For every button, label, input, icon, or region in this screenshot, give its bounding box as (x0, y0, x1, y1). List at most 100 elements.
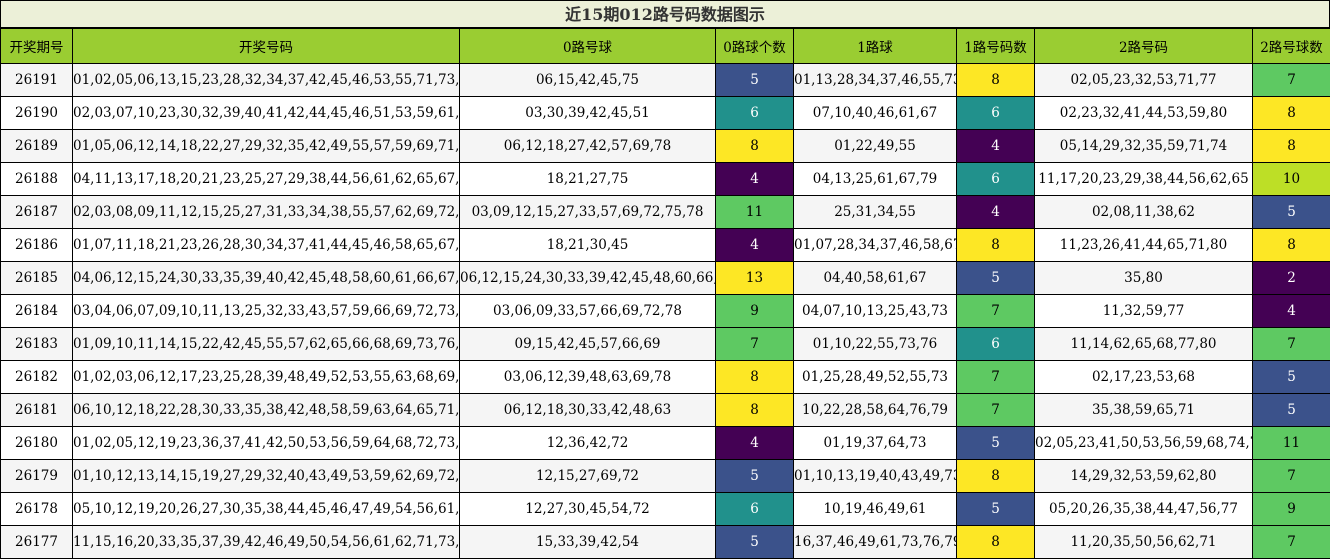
route1-count-cell: 7 (957, 295, 1035, 328)
route0-numbers-cell: 12,36,42,72 (460, 427, 716, 460)
route2-count-cell: 9 (1253, 493, 1330, 526)
route1-numbers-cell: 01,22,49,55 (794, 130, 957, 163)
issue-cell: 26182 (1, 361, 73, 394)
route0-numbers-cell: 03,09,12,15,27,33,57,69,72,75,78 (460, 196, 716, 229)
route1-numbers-cell: 16,37,46,49,61,73,76,79 (794, 526, 957, 559)
route1-numbers-cell: 01,10,13,19,40,43,49,73 (794, 460, 957, 493)
header-cell: 2路号球数 (1253, 29, 1330, 64)
draw-numbers-cell: 01,09,10,11,14,15,22,42,45,55,57,62,65,6… (73, 328, 460, 361)
route2-numbers-cell: 11,32,59,77 (1035, 295, 1253, 328)
draw-numbers-cell: 04,11,13,17,18,20,21,23,25,27,29,38,44,5… (73, 163, 460, 196)
route1-count-cell: 8 (957, 64, 1035, 97)
draw-numbers-cell: 01,02,03,06,12,17,23,25,28,39,48,49,52,5… (73, 361, 460, 394)
route1-numbers-cell: 01,10,22,55,73,76 (794, 328, 957, 361)
route0-count-cell: 4 (716, 229, 794, 262)
header-row: 开奖期号 开奖号码 0路号球 0路球个数 1路球 1路号码数 2路号码 2路号球… (1, 29, 1330, 64)
issue-cell: 26186 (1, 229, 73, 262)
draw-numbers-cell: 05,10,12,19,20,26,27,30,35,38,44,45,46,4… (73, 493, 460, 526)
route0-count-cell: 4 (716, 427, 794, 460)
issue-cell: 26185 (1, 262, 73, 295)
route1-numbers-cell: 07,10,40,46,61,67 (794, 97, 957, 130)
route0-numbers-cell: 18,21,27,75 (460, 163, 716, 196)
header-cell: 开奖期号 (1, 29, 73, 64)
route1-numbers-cell: 25,31,34,55 (794, 196, 957, 229)
route1-count-cell: 5 (957, 427, 1035, 460)
route1-numbers-cell: 04,07,10,13,25,43,73 (794, 295, 957, 328)
route2-count-cell: 5 (1253, 196, 1330, 229)
route1-numbers-cell: 04,40,58,61,67 (794, 262, 957, 295)
route2-numbers-cell: 11,17,20,23,29,38,44,56,62,65 (1035, 163, 1253, 196)
header-cell: 1路球 (794, 29, 957, 64)
issue-cell: 26184 (1, 295, 73, 328)
issue-cell: 26190 (1, 97, 73, 130)
route1-count-cell: 6 (957, 97, 1035, 130)
route0-numbers-cell: 15,33,39,42,54 (460, 526, 716, 559)
issue-cell: 26178 (1, 493, 73, 526)
header-cell: 2路号码 (1035, 29, 1253, 64)
route1-numbers-cell: 04,13,25,61,67,79 (794, 163, 957, 196)
route2-numbers-cell: 02,23,32,41,44,53,59,80 (1035, 97, 1253, 130)
route1-numbers-cell: 01,19,37,64,73 (794, 427, 957, 460)
route2-count-cell: 10 (1253, 163, 1330, 196)
route2-numbers-cell: 11,23,26,41,44,65,71,80 (1035, 229, 1253, 262)
route2-numbers-cell: 02,17,23,53,68 (1035, 361, 1253, 394)
route2-numbers-cell: 11,14,62,65,68,77,80 (1035, 328, 1253, 361)
draw-numbers-cell: 01,02,05,06,13,15,23,28,32,34,37,42,45,4… (73, 64, 460, 97)
route0-numbers-cell: 06,12,18,27,42,57,69,78 (460, 130, 716, 163)
draw-numbers-cell: 01,07,11,18,21,23,26,28,30,34,37,41,44,4… (73, 229, 460, 262)
issue-cell: 26177 (1, 526, 73, 559)
draw-numbers-cell: 06,10,12,18,22,28,30,33,35,38,42,48,58,5… (73, 394, 460, 427)
header-cell: 0路球个数 (716, 29, 794, 64)
route0-count-cell: 5 (716, 526, 794, 559)
route0-count-cell: 11 (716, 196, 794, 229)
route2-numbers-cell: 35,38,59,65,71 (1035, 394, 1253, 427)
route2-numbers-cell: 11,20,35,50,56,62,71 (1035, 526, 1253, 559)
route2-numbers-cell: 02,05,23,41,50,53,56,59,68,74,77 (1035, 427, 1253, 460)
route1-count-cell: 7 (957, 394, 1035, 427)
route2-count-cell: 5 (1253, 361, 1330, 394)
header-cell: 0路号球 (460, 29, 716, 64)
draw-numbers-cell: 02,03,08,09,11,12,15,25,27,31,33,34,38,5… (73, 196, 460, 229)
chart-title: 近15期012路号码数据图示 (0, 0, 1330, 28)
route2-count-cell: 11 (1253, 427, 1330, 460)
route0-numbers-cell: 18,21,30,45 (460, 229, 716, 262)
issue-cell: 26187 (1, 196, 73, 229)
route0-count-cell: 8 (716, 394, 794, 427)
route2-count-cell: 7 (1253, 526, 1330, 559)
route2-count-cell: 5 (1253, 394, 1330, 427)
draw-numbers-cell: 11,15,16,20,33,35,37,39,42,46,49,50,54,5… (73, 526, 460, 559)
route2-numbers-cell: 05,14,29,32,35,59,71,74 (1035, 130, 1253, 163)
route0-numbers-cell: 09,15,42,45,57,66,69 (460, 328, 716, 361)
route2-numbers-cell: 02,05,23,32,53,71,77 (1035, 64, 1253, 97)
route1-count-cell: 6 (957, 163, 1035, 196)
route2-numbers-cell: 35,80 (1035, 262, 1253, 295)
route2-count-cell: 7 (1253, 460, 1330, 493)
route1-numbers-cell: 01,25,28,49,52,55,73 (794, 361, 957, 394)
route1-numbers-cell: 01,13,28,34,37,46,55,73 (794, 64, 957, 97)
route0-count-cell: 4 (716, 163, 794, 196)
route1-count-cell: 8 (957, 526, 1035, 559)
route2-count-cell: 7 (1253, 64, 1330, 97)
route1-count-cell: 4 (957, 196, 1035, 229)
route0-count-cell: 6 (716, 493, 794, 526)
route0-count-cell: 6 (716, 97, 794, 130)
issue-cell: 26179 (1, 460, 73, 493)
draw-numbers-cell: 03,04,06,07,09,10,11,13,25,32,33,43,57,5… (73, 295, 460, 328)
issue-cell: 26191 (1, 64, 73, 97)
issue-cell: 26180 (1, 427, 73, 460)
draw-numbers-cell: 01,10,12,13,14,15,19,27,29,32,40,43,49,5… (73, 460, 460, 493)
route2-count-cell: 8 (1253, 130, 1330, 163)
issue-cell: 26189 (1, 130, 73, 163)
route0-count-cell: 7 (716, 328, 794, 361)
